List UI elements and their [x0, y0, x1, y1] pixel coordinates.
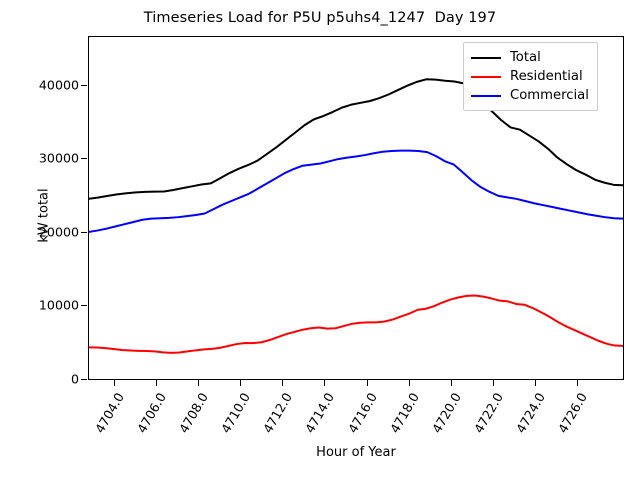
- y-tick-mark: [81, 158, 87, 160]
- chart-legend: Total Residential Commercial: [463, 42, 598, 111]
- x-tick-mark: [198, 380, 200, 386]
- x-tick-mark: [576, 380, 578, 386]
- y-tick-label: 0: [70, 371, 79, 387]
- x-tick-mark: [366, 380, 368, 386]
- x-tick-mark: [324, 380, 326, 386]
- series-lines: [89, 78, 623, 354]
- y-tick-mark: [81, 84, 87, 86]
- legend-line-swatch: [471, 94, 501, 97]
- y-tick-label: 10000: [38, 297, 79, 313]
- y-tick-mark: [81, 231, 87, 233]
- y-tick-mark: [81, 379, 87, 380]
- x-tick-mark: [282, 380, 284, 386]
- legend-label: Residential: [510, 69, 583, 84]
- y-tick-label: 20000: [38, 224, 79, 240]
- x-tick-mark: [450, 380, 452, 386]
- legend-label: Commercial: [510, 88, 589, 103]
- line-series-total: [89, 78, 623, 200]
- legend-item-residential[interactable]: Residential: [471, 67, 589, 86]
- x-tick-mark: [534, 380, 536, 386]
- legend-item-total[interactable]: Total: [471, 48, 589, 67]
- y-tick-label: 30000: [38, 150, 79, 166]
- chart-title: Timeseries Load for P5U p5uhs4_1247 Day …: [143, 10, 497, 26]
- y-tick-label: 40000: [38, 77, 79, 93]
- y-axis-label: kW total: [36, 188, 52, 243]
- legend-label: Total: [510, 50, 541, 65]
- x-axis-label: Hour of Year: [316, 445, 396, 460]
- legend-line-swatch: [471, 75, 501, 78]
- x-tick-mark: [240, 380, 242, 386]
- line-series-residential: [89, 294, 623, 354]
- y-axis-tick-labels: 0 10000 20000 30000 40000: [0, 0, 79, 480]
- y-tick-mark: [81, 305, 87, 307]
- legend-item-commercial[interactable]: Commercial: [471, 86, 589, 105]
- line-series-commercial: [89, 149, 623, 233]
- x-tick-mark: [408, 380, 410, 386]
- x-tick-mark: [156, 380, 158, 386]
- x-tick-mark: [114, 380, 116, 386]
- legend-line-swatch: [471, 56, 501, 59]
- x-tick-mark: [492, 380, 494, 386]
